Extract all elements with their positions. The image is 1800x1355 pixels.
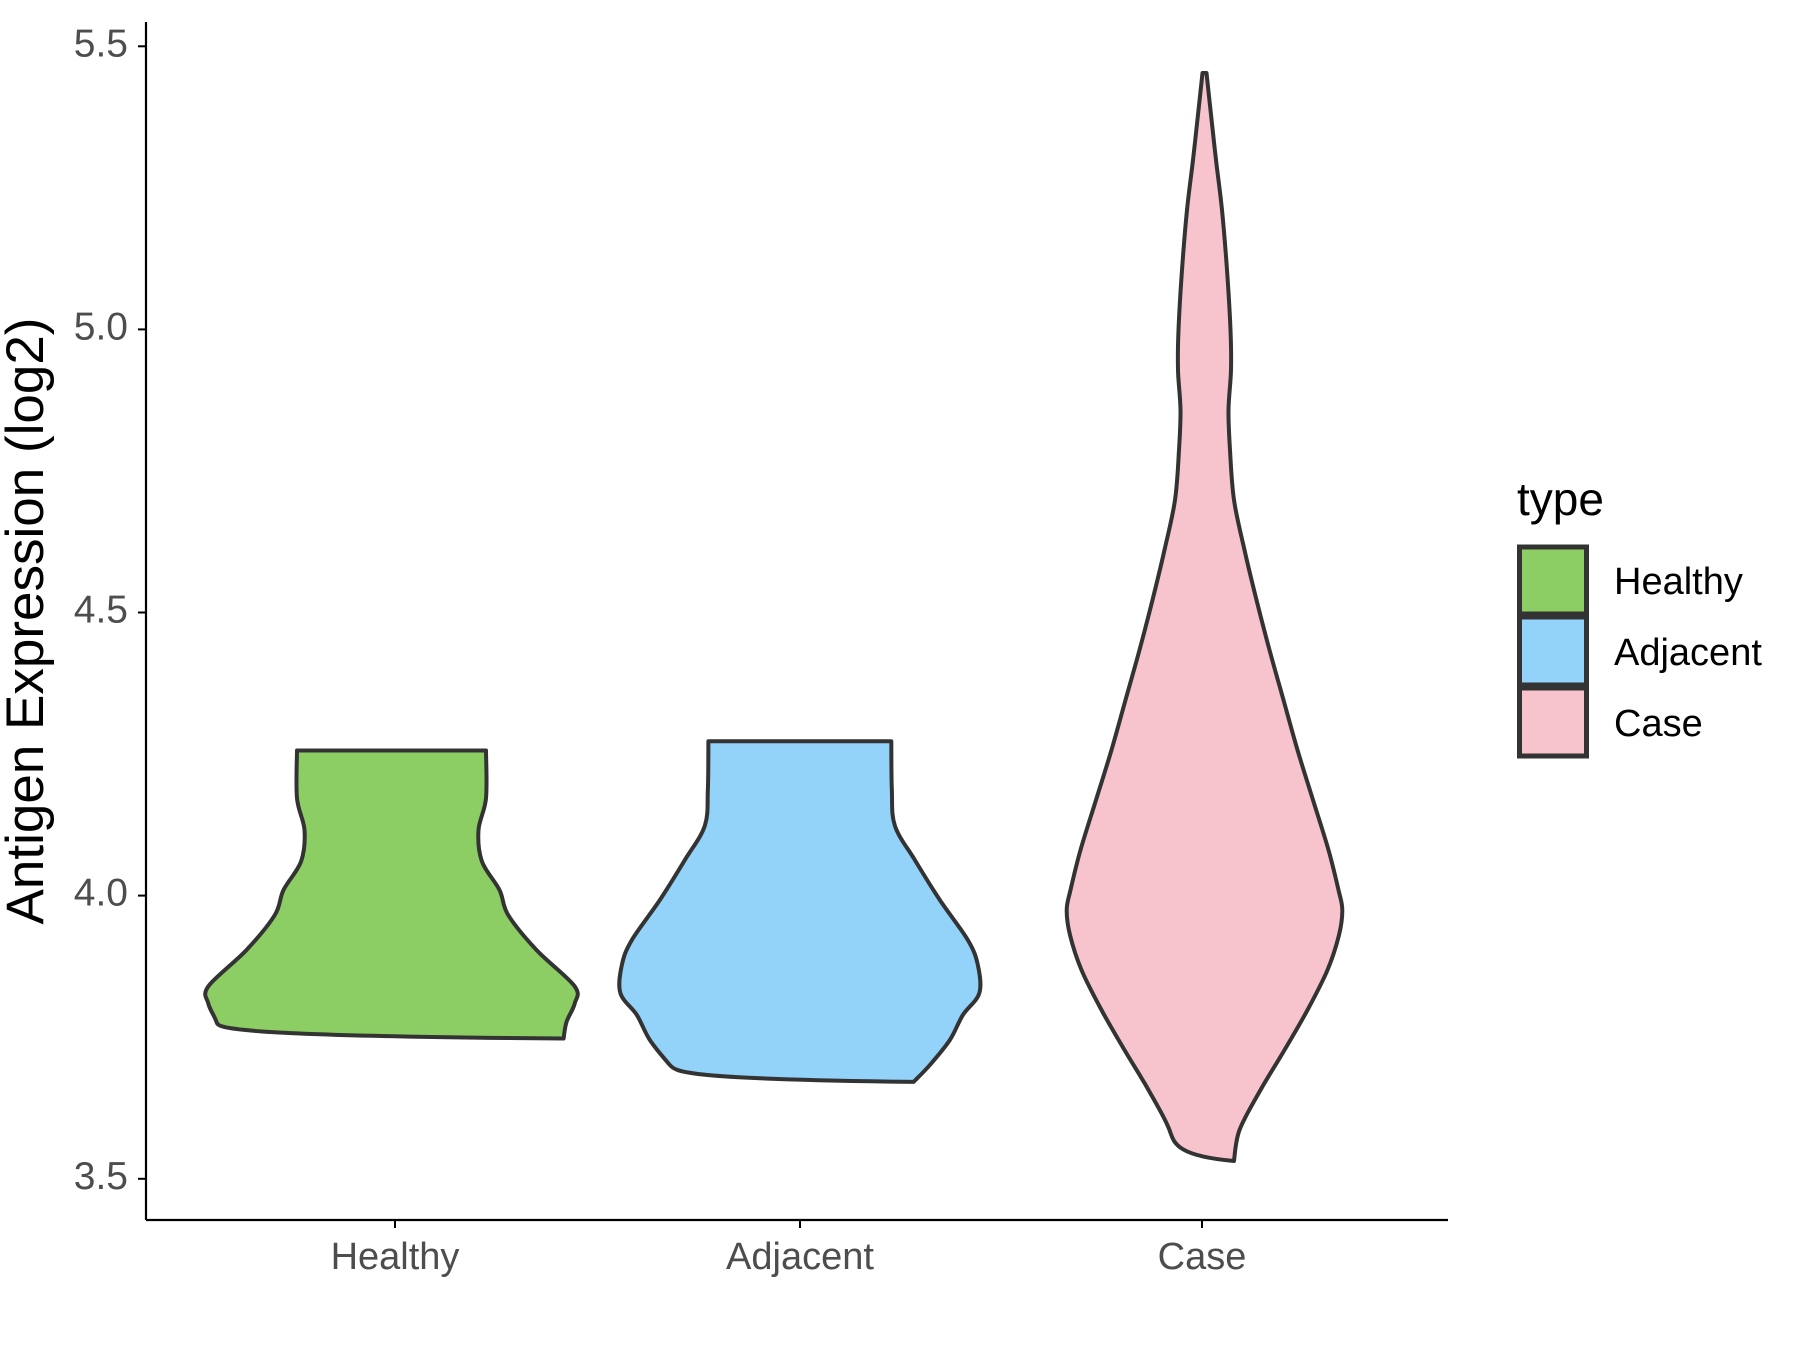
svg-text:Adjacent: Adjacent <box>1614 632 1762 674</box>
svg-text:Healthy: Healthy <box>331 1236 460 1278</box>
svg-text:type: type <box>1517 473 1604 525</box>
svg-text:3.5: 3.5 <box>74 1155 128 1198</box>
svg-text:5.0: 5.0 <box>74 305 128 348</box>
svg-text:4.5: 4.5 <box>74 589 128 632</box>
svg-text:Case: Case <box>1158 1236 1247 1278</box>
svg-text:5.5: 5.5 <box>74 22 128 65</box>
svg-text:Adjacent: Adjacent <box>726 1236 874 1278</box>
svg-text:4.0: 4.0 <box>74 872 128 915</box>
svg-text:Healthy: Healthy <box>1614 561 1743 603</box>
svg-text:Case: Case <box>1614 703 1703 745</box>
svg-text:Antigen Expression (log2): Antigen Expression (log2) <box>0 318 55 925</box>
